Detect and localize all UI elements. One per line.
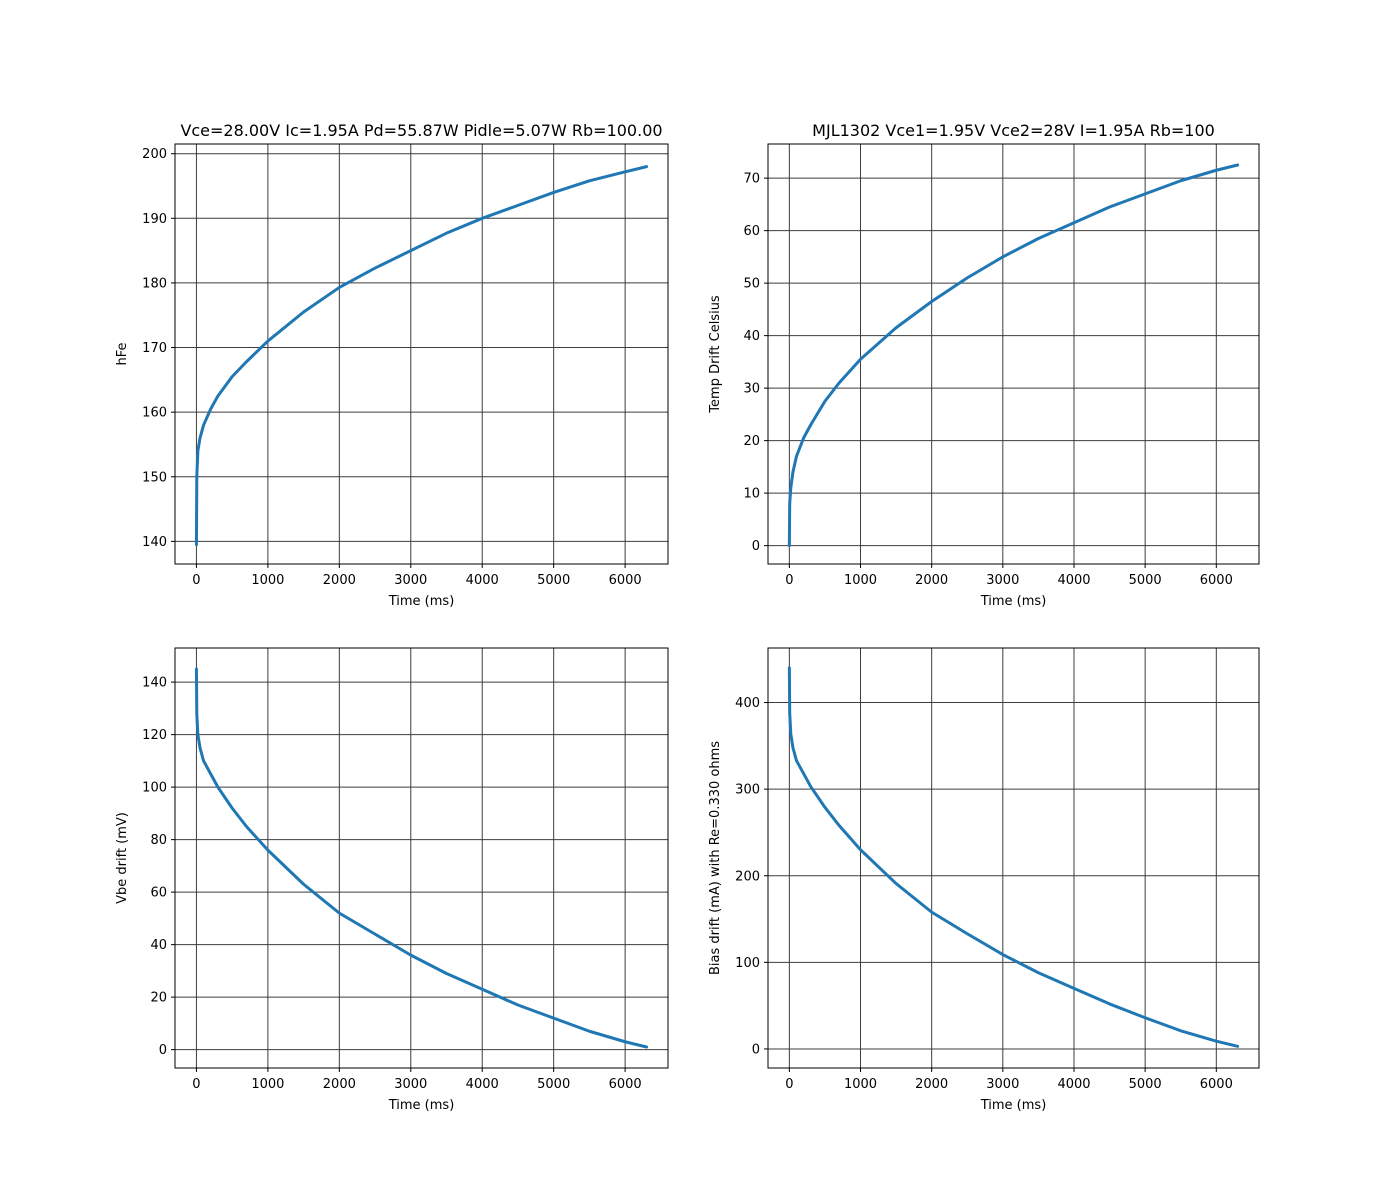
- y-tick-label: 40: [150, 938, 167, 953]
- x-tick-label: 0: [192, 1077, 200, 1092]
- x-tick-label: 0: [192, 573, 200, 588]
- x-tick-label: 4000: [466, 1077, 499, 1092]
- plot-frame: [174, 647, 669, 1069]
- chart-title: MJL1302 Vce1=1.95V Vce2=28V I=1.95A Rb=1…: [812, 121, 1215, 140]
- x-axis-label: Time (ms): [980, 1098, 1047, 1113]
- chart-title: Vce=28.00V Ic=1.95A Pd=55.87W Pidle=5.07…: [180, 121, 662, 140]
- y-tick-label: 100: [735, 956, 760, 971]
- y-tick-label: 20: [743, 434, 760, 449]
- x-tick-label: 6000: [609, 573, 642, 588]
- y-tick-label: 140: [142, 676, 167, 691]
- y-tick-label: 70: [743, 172, 760, 187]
- y-tick-label: 160: [142, 406, 167, 421]
- y-axis-label: Temp Drift Celsius: [708, 295, 723, 414]
- x-axis-label: Time (ms): [980, 594, 1047, 609]
- x-tick-label: 3000: [394, 573, 427, 588]
- y-axis-label: Bias drift (mA) with Re=0.330 ohms: [708, 741, 723, 975]
- y-tick-label: 30: [743, 382, 760, 397]
- x-tick-label: 5000: [1129, 573, 1162, 588]
- y-tick-label: 20: [150, 991, 167, 1006]
- x-axis-label: Time (ms): [388, 1098, 455, 1113]
- y-tick-label: 170: [142, 341, 167, 356]
- plot-frame: [174, 143, 669, 565]
- y-tick-label: 10: [743, 487, 760, 502]
- x-tick-label: 3000: [986, 1077, 1019, 1092]
- data-series-line: [787, 163, 1240, 548]
- y-tick-label: 200: [735, 869, 760, 884]
- chart-panel-1: 0 1000 2000 3000 4000 5000 6000 140 150 160 170 180…: [115, 121, 669, 609]
- x-tick-label: 5000: [1129, 1077, 1162, 1092]
- x-tick-label: 2000: [323, 1077, 356, 1092]
- y-tick-label: 190: [142, 212, 167, 227]
- y-tick-label: 50: [743, 277, 760, 292]
- x-tick-label: 3000: [986, 573, 1019, 588]
- y-tick-label: 400: [735, 696, 760, 711]
- data-series-line: [194, 667, 649, 1049]
- x-tick-label: 4000: [1057, 1077, 1090, 1092]
- y-tick-label: 0: [752, 539, 760, 554]
- y-tick-label: 40: [743, 329, 760, 344]
- y-tick-label: 200: [142, 147, 167, 162]
- x-tick-label: 5000: [537, 573, 570, 588]
- x-tick-label: 6000: [609, 1077, 642, 1092]
- y-tick-label: 60: [150, 886, 167, 901]
- x-tick-label: 0: [785, 1077, 793, 1092]
- y-tick-label: 60: [743, 224, 760, 239]
- chart-panel-3: 0 1000 2000 3000 4000 5000 6000 0 20 40 60 80 100 120…: [115, 647, 669, 1113]
- y-tick-label: 100: [142, 781, 167, 796]
- x-tick-label: 4000: [1057, 573, 1090, 588]
- x-tick-label: 1000: [844, 573, 877, 588]
- x-axis-label: Time (ms): [388, 594, 455, 609]
- plot-frame: [767, 143, 1260, 565]
- y-tick-label: 300: [735, 783, 760, 798]
- y-axis-label: Vbe drift (mV): [115, 812, 130, 904]
- data-series-line: [787, 666, 1240, 1048]
- x-tick-label: 5000: [537, 1077, 570, 1092]
- y-axis-label: hFe: [115, 342, 130, 365]
- y-tick-label: 120: [142, 728, 167, 743]
- x-tick-label: 1000: [251, 1077, 284, 1092]
- x-tick-label: 0: [785, 573, 793, 588]
- y-tick-label: 0: [159, 1043, 167, 1058]
- x-tick-label: 2000: [323, 573, 356, 588]
- x-tick-label: 1000: [251, 573, 284, 588]
- plot-frame: [767, 647, 1260, 1069]
- x-tick-label: 4000: [466, 573, 499, 588]
- y-tick-label: 150: [142, 470, 167, 485]
- x-tick-label: 6000: [1200, 573, 1233, 588]
- chart-panel-4: 0 1000 2000 3000 4000 5000 6000 0 100 200 300 400 Ti…: [708, 647, 1260, 1113]
- data-series-line: [194, 165, 649, 547]
- y-tick-label: 0: [752, 1042, 760, 1057]
- x-tick-label: 2000: [915, 573, 948, 588]
- x-tick-label: 2000: [915, 1077, 948, 1092]
- y-tick-label: 180: [142, 276, 167, 291]
- y-tick-label: 140: [142, 535, 167, 550]
- y-tick-label: 80: [150, 833, 167, 848]
- x-tick-label: 3000: [394, 1077, 427, 1092]
- x-tick-label: 6000: [1200, 1077, 1233, 1092]
- chart-panel-2: 0 1000 2000 3000 4000 5000 6000 0 10 20 30 40 50 60 70…: [708, 121, 1260, 609]
- x-tick-label: 1000: [844, 1077, 877, 1092]
